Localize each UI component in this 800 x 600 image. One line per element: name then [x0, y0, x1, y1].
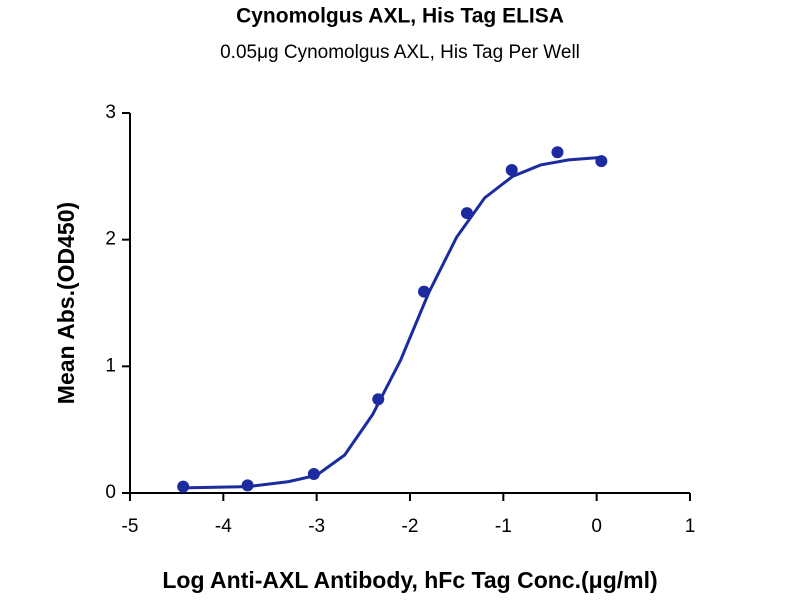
- y-tick-label: 0: [105, 482, 116, 503]
- y-tick-label: 1: [105, 355, 116, 376]
- x-axis-label: Log Anti-AXL Antibody, hFc Tag Conc.(μg/…: [162, 567, 657, 593]
- chart-title: Cynomolgus AXL, His Tag ELISA: [236, 5, 564, 28]
- x-tick-label: 0: [591, 516, 602, 537]
- fit-curve: [183, 155, 602, 490]
- x-tick-label: -4: [215, 516, 232, 537]
- y-tick-label: 2: [105, 229, 116, 250]
- x-tick-label: -2: [402, 516, 419, 537]
- y-tick-label: 3: [105, 102, 116, 123]
- x-tick-label: -3: [308, 516, 325, 537]
- x-tick-label: 1: [685, 516, 696, 537]
- chart-subtitle: 0.05μg Cynomolgus AXL, His Tag Per Well: [220, 42, 580, 63]
- data-point: [551, 146, 564, 159]
- y-axis-label: Mean Abs.(OD450): [53, 202, 79, 404]
- x-tick-label: -5: [122, 516, 139, 537]
- data-point: [505, 164, 518, 176]
- x-tick-label: -1: [495, 516, 512, 537]
